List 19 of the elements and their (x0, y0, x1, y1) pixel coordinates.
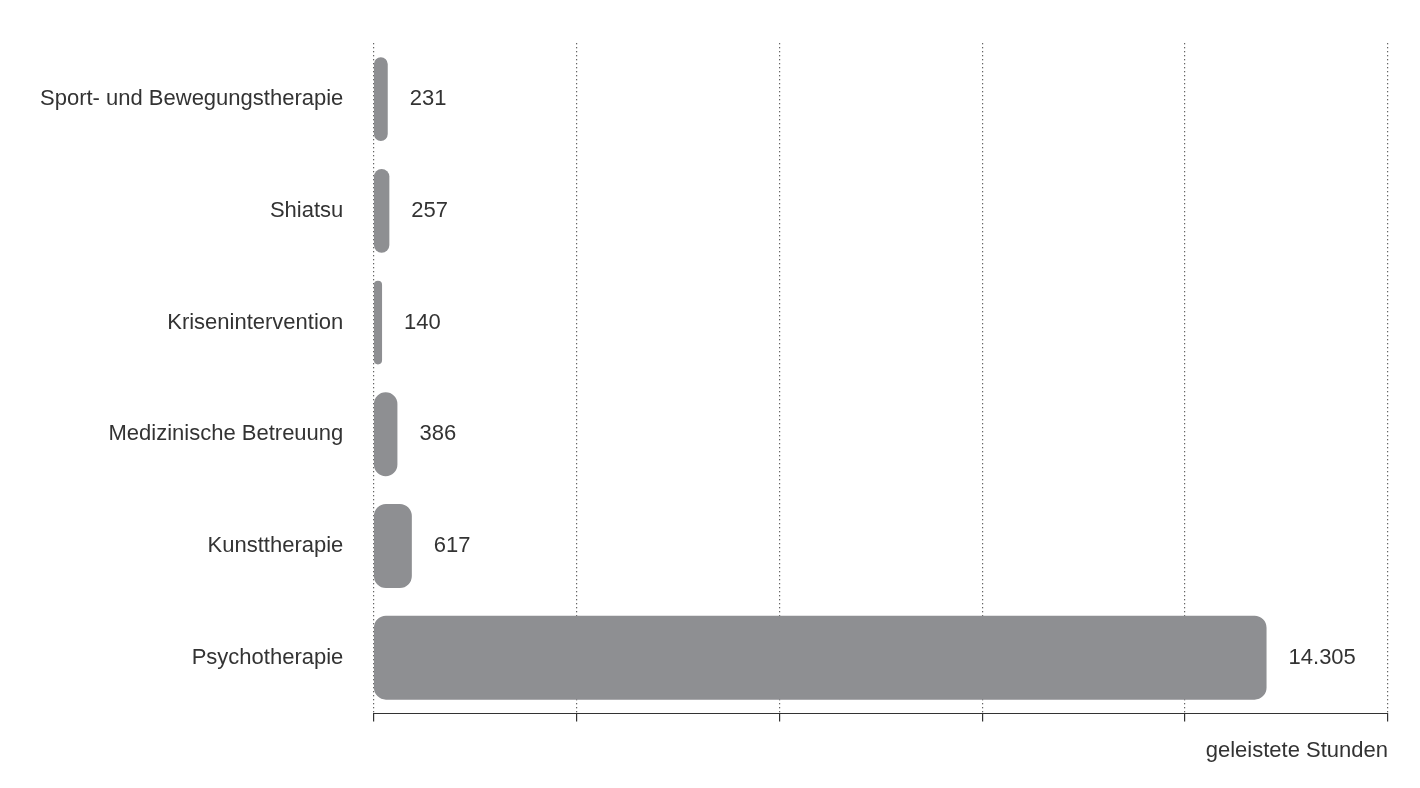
bar (373, 280, 383, 365)
bar (373, 615, 1267, 700)
bar (373, 168, 390, 253)
y-tick-label: Psychotherapie (191, 643, 344, 669)
data-label: 617 (433, 532, 471, 558)
bar (373, 57, 388, 141)
x-axis-title: geleistete Stunden (1205, 736, 1388, 762)
data-label: 386 (419, 420, 457, 446)
y-tick-label: Medizinische Betreuung (108, 420, 344, 446)
data-label: 231 (409, 85, 447, 111)
bar (373, 504, 412, 588)
y-tick-label: Shiatsu (269, 196, 344, 222)
y-tick-label: Krisenintervention (167, 308, 344, 334)
data-label: 140 (404, 308, 441, 334)
data-label: 14.305 (1288, 643, 1356, 669)
bar (373, 392, 398, 477)
data-label: 257 (411, 196, 449, 222)
y-tick-label: Sport- und Bewegungstherapie (39, 85, 344, 111)
y-tick-label: Kunsttherapie (207, 532, 344, 558)
